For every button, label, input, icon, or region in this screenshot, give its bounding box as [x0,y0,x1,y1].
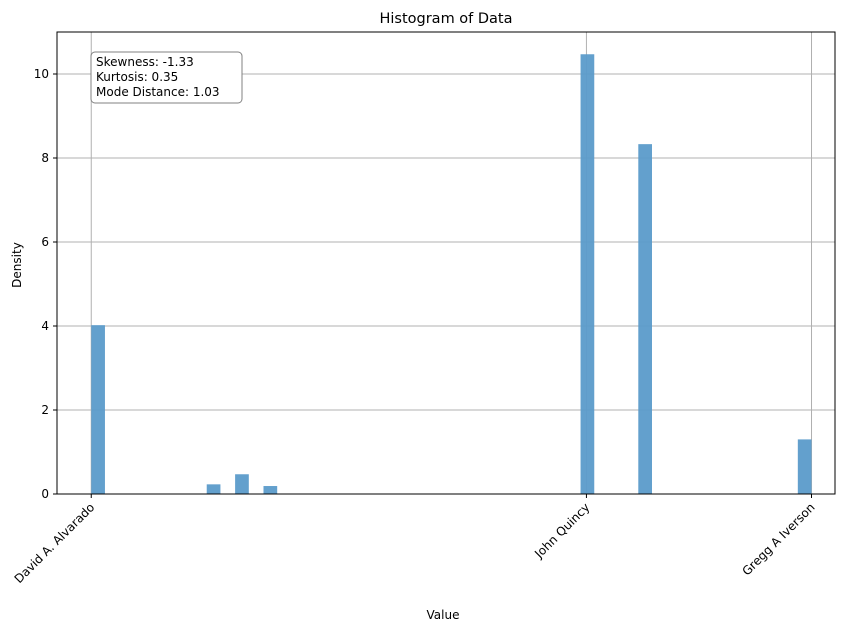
stats-annotation: Skewness: -1.33 Kurtosis: 0.35 Mode Dist… [90,51,243,104]
plot-frame [56,31,836,495]
y-tick-label: 8 [41,151,49,165]
y-tick-label: 6 [41,235,49,249]
stats-box [90,51,243,104]
chart-title: Histogram of Data [379,11,512,27]
y-tick-label: 0 [41,487,49,501]
plot-area [57,32,835,494]
histogram-bar [797,439,812,494]
y-tick-label: 2 [41,403,49,417]
x-axis-title: Value [427,608,460,622]
histogram-bar [580,54,595,494]
stats-mode-distance: Mode Distance: 1.03 [96,85,220,99]
y-tick-label: 10 [34,67,49,81]
histogram-bar [638,144,652,494]
histogram-bars [91,54,812,494]
y-tick-label: 4 [41,319,49,333]
histogram-bar [235,474,249,494]
histogram-bar [263,486,278,494]
stats-skewness: Skewness: -1.33 [96,55,194,69]
histogram-bar [206,484,221,494]
y-axis-title: Density [10,242,24,288]
y-axis-ticks: 0 2 4 6 8 10 [34,67,57,501]
histogram-bar [91,325,105,494]
stats-kurtosis: Kurtosis: 0.35 [96,70,178,84]
